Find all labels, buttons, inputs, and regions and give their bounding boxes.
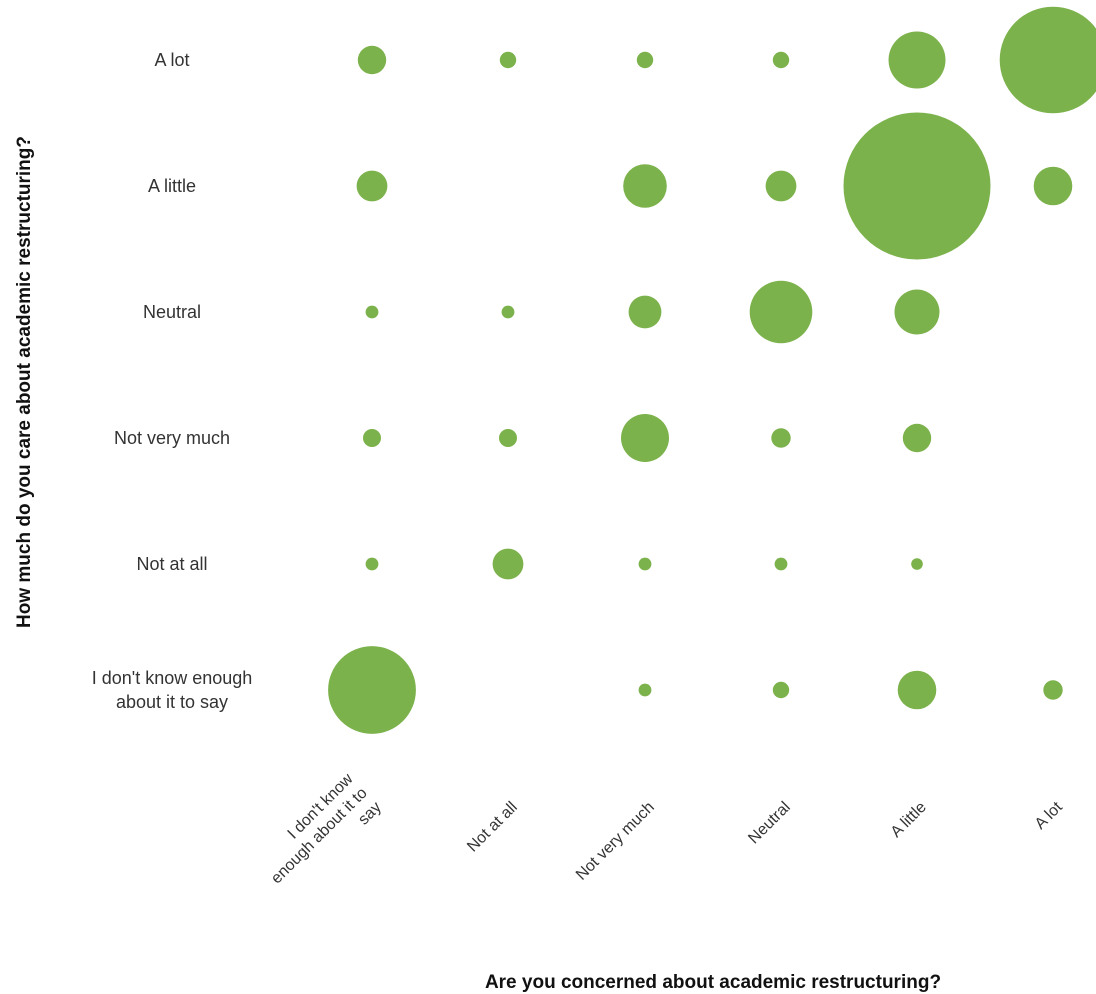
x-tick-label-a-lot: A lot <box>1032 798 1066 832</box>
bubble-a-little-by-a-lot <box>1033 166 1073 206</box>
x-tick-label-neutral: Neutral <box>745 799 793 847</box>
bubble-neutral-by-not-at-all <box>501 305 515 319</box>
bubble-a-lot-by-not-very-much <box>636 51 654 69</box>
y-axis-title: How much do you care about academic rest… <box>14 136 35 628</box>
x-axis-title: Are you concerned about academic restruc… <box>485 972 941 993</box>
bubble-a-little-by-neutral <box>765 170 797 202</box>
y-tick-label-not-very-much: Not very much <box>114 428 230 448</box>
bubble-a-lot-by-i-don-t-know-enough-about-it-to-say <box>357 45 387 75</box>
bubble-a-little-by-a-little <box>843 112 991 260</box>
bubble-i-don-t-know-enough-about-it-to-say-by-not-very-much <box>638 683 652 697</box>
bubble-i-don-t-know-enough-about-it-to-say-by-i-don-t-know-enough-about-it-to-say <box>328 646 416 734</box>
x-tick-label-a-little: A little <box>888 799 930 841</box>
bubble-not-very-much-by-i-don-t-know-enough-about-it-to-say <box>363 429 381 447</box>
bubble-a-little-by-i-don-t-know-enough-about-it-to-say <box>356 170 388 202</box>
bubble-not-very-much-by-a-little <box>902 423 932 453</box>
bubble-neutral-by-i-don-t-know-enough-about-it-to-say <box>365 305 379 319</box>
y-tick-label-a-little: A little <box>148 176 196 196</box>
bubble-a-little-by-not-very-much <box>623 164 667 208</box>
bubble-i-don-t-know-enough-about-it-to-say-by-a-little <box>897 670 937 710</box>
y-tick-label-not-at-all: Not at all <box>136 554 207 574</box>
bubble-not-very-much-by-not-at-all <box>499 429 517 447</box>
y-tick-label-a-lot: A lot <box>154 50 189 70</box>
bubble-neutral-by-a-little <box>894 289 940 335</box>
y-tick-label-neutral: Neutral <box>143 302 201 322</box>
bubble-not-very-much-by-not-very-much <box>621 414 669 462</box>
bubble-not-at-all-by-neutral <box>774 557 788 571</box>
x-tick-labels: I don't knowenough about it tosay Not at … <box>254 770 1066 901</box>
bubble-a-lot-by-a-lot <box>999 6 1096 114</box>
bubble-i-don-t-know-enough-about-it-to-say-by-neutral <box>772 681 790 699</box>
bubble-i-don-t-know-enough-about-it-to-say-by-a-lot <box>1043 680 1063 700</box>
bubble-a-lot-by-a-little <box>888 31 946 89</box>
bubble-not-at-all-by-a-little <box>911 558 923 570</box>
y-tick-labels: A lot A little Neutral Not very much Not at … <box>92 50 253 712</box>
y-tick-label-i-don-t-know-enough-about-it-to-say: I don't know enough about it to say <box>92 668 253 712</box>
bubbles-layer <box>328 6 1096 734</box>
x-tick-label-not-very-much: Not very much <box>573 799 658 884</box>
bubble-not-very-much-by-neutral <box>771 428 791 448</box>
bubble-a-lot-by-neutral <box>772 51 790 69</box>
x-tick-label-not-at-all: Not at all <box>464 799 521 856</box>
bubble-not-at-all-by-i-don-t-know-enough-about-it-to-say <box>365 557 379 571</box>
bubble-not-at-all-by-not-very-much <box>638 557 652 571</box>
bubble-neutral-by-not-very-much <box>628 295 662 329</box>
bubble-a-lot-by-not-at-all <box>499 51 517 69</box>
bubble-neutral-by-neutral <box>749 280 813 344</box>
x-tick-label-i-don-t-know-enough-about-it-to-say: I don't knowenough about it tosay <box>254 770 385 901</box>
bubble-not-at-all-by-not-at-all <box>492 548 524 580</box>
